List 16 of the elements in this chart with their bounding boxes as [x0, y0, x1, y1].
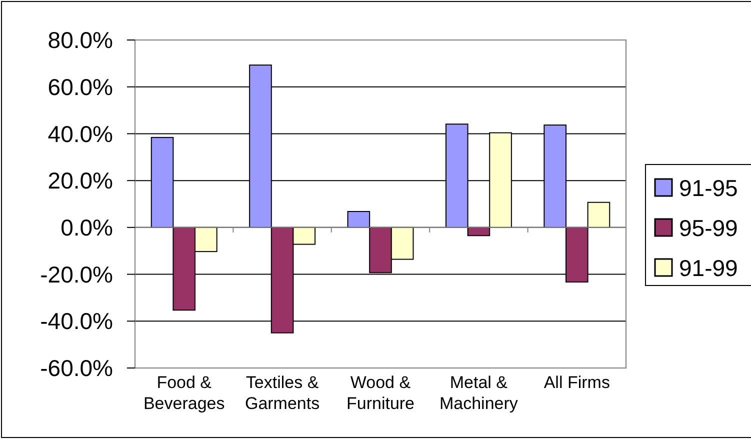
y-tick-label: 60.0%: [48, 74, 113, 100]
y-tick-label: 20.0%: [48, 168, 113, 194]
x-tick-label: Wood & Furniture: [346, 373, 415, 413]
y-tick-label: -60.0%: [40, 355, 113, 382]
x-tick-label: Food & Beverages: [143, 373, 225, 413]
y-tick-label: -20.0%: [40, 261, 113, 288]
x-tick-label: Metal & Machinery: [439, 373, 518, 413]
y-tick-label: 80.0%: [48, 27, 113, 54]
x-tick-label: All Firms: [544, 373, 610, 392]
legend-label: 91-99: [679, 255, 738, 282]
legend-label: 91-95: [679, 175, 738, 202]
x-tick-label: Textiles & Garments: [244, 373, 320, 413]
y-tick-label: 40.0%: [48, 120, 113, 147]
legend-label: 95-99: [679, 215, 738, 242]
y-tick-label: 0.0%: [60, 214, 113, 240]
y-tick-label: -40.0%: [40, 308, 113, 334]
